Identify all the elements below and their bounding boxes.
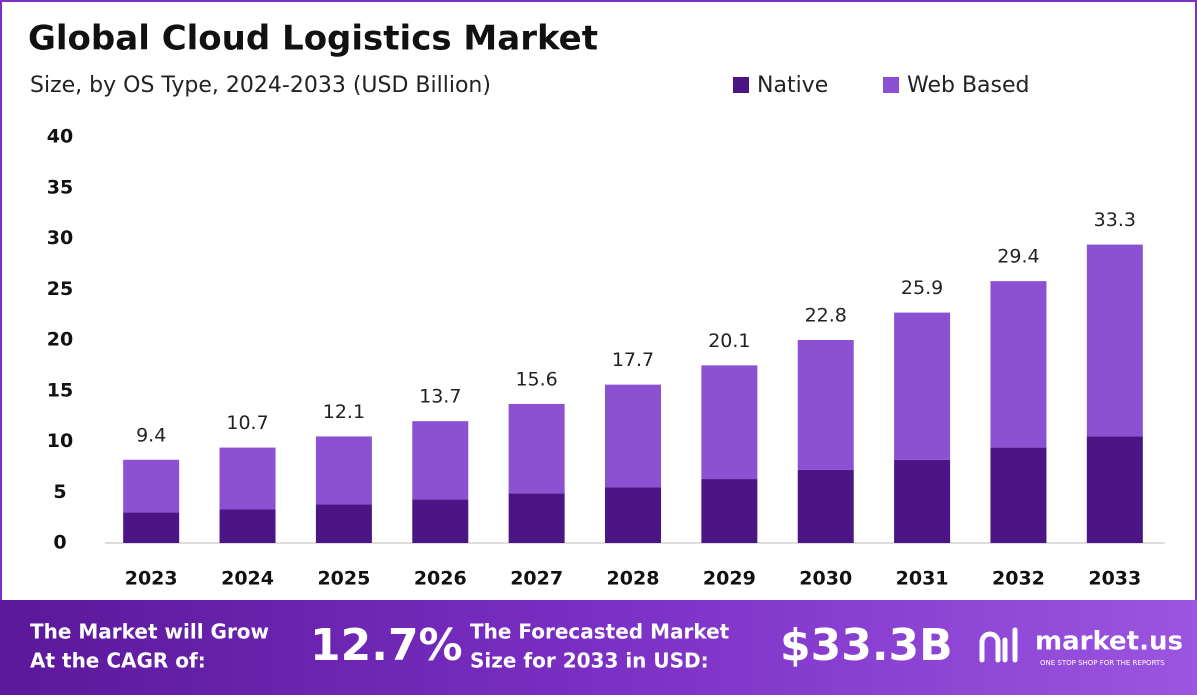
total-label: 20.1 (708, 330, 750, 352)
bar-segment (219, 447, 276, 510)
total-label: 25.9 (901, 277, 943, 299)
legend-swatch (733, 77, 749, 93)
bar-segment (123, 512, 180, 543)
forecast-value: $33.3B (780, 620, 953, 671)
x-tick-label: 2023 (125, 568, 178, 590)
total-label: 9.4 (136, 424, 166, 446)
bar-segment (797, 469, 854, 543)
footer-text: The Forecasted Market (470, 620, 730, 644)
total-label: 29.4 (997, 246, 1039, 268)
y-tick-label: 10 (47, 430, 73, 452)
bar-segment (412, 499, 469, 543)
legend-label: Web Based (907, 73, 1030, 98)
bar-segment (894, 459, 951, 543)
x-tick-label: 2031 (896, 568, 949, 590)
chart-title: Global Cloud Logistics Market (28, 19, 598, 59)
y-tick-label: 25 (47, 278, 73, 300)
x-tick-label: 2030 (799, 568, 852, 590)
x-tick-label: 2024 (221, 568, 274, 590)
bar-segment (701, 479, 758, 543)
x-tick-label: 2025 (317, 568, 370, 590)
bar-segment (508, 493, 565, 543)
x-tick-label: 2032 (992, 568, 1045, 590)
x-tick-label: 2026 (414, 568, 467, 590)
y-tick-label: 15 (47, 379, 73, 401)
y-tick-label: 30 (47, 227, 73, 249)
bar-segment (412, 421, 469, 500)
total-label: 17.7 (612, 349, 654, 371)
total-label: 22.8 (805, 305, 847, 327)
tagline: ONE STOP SHOP FOR THE REPORTS (1040, 659, 1165, 667)
x-tick-label: 2029 (703, 568, 756, 590)
y-tick-label: 20 (47, 329, 73, 351)
chart-subtitle: Size, by OS Type, 2024-2033 (USD Billion… (30, 73, 491, 98)
x-tick-label: 2027 (510, 568, 563, 590)
legend-swatch (883, 77, 899, 93)
bar-segment (1086, 244, 1143, 437)
bar-segment (508, 403, 565, 494)
cagr-value: 12.7% (310, 620, 463, 671)
bar-segment (315, 504, 372, 543)
bar-segment (797, 340, 854, 470)
y-tick-label: 40 (47, 126, 73, 148)
total-label: 12.1 (323, 401, 365, 423)
x-tick-label: 2033 (1088, 568, 1141, 590)
total-label: 33.3 (1094, 209, 1136, 231)
bar-segment (1086, 436, 1143, 543)
bar-segment (990, 447, 1047, 543)
y-tick-label: 35 (47, 176, 73, 198)
bar-segment (990, 281, 1047, 448)
y-tick-label: 5 (53, 481, 66, 503)
bar-segment (219, 509, 276, 543)
bar-segment (894, 312, 951, 460)
y-tick-label: 0 (53, 532, 66, 554)
brand-logo (979, 627, 1018, 663)
legend-label: Native (757, 73, 828, 98)
bar-segment (605, 487, 661, 543)
bar-segment (701, 365, 758, 480)
total-label: 13.7 (419, 386, 461, 408)
footer-text: At the CAGR of: (30, 649, 206, 673)
x-tick-label: 2028 (607, 568, 660, 590)
brand: market.us (1035, 627, 1183, 657)
bar-segment (315, 436, 372, 505)
bar-segment (123, 459, 180, 513)
total-label: 10.7 (226, 412, 268, 434)
footer-text: The Market will Grow (30, 620, 269, 644)
footer-text: Size for 2033 in USD: (470, 649, 709, 673)
total-label: 15.6 (515, 368, 557, 390)
bar-segment (605, 384, 661, 488)
